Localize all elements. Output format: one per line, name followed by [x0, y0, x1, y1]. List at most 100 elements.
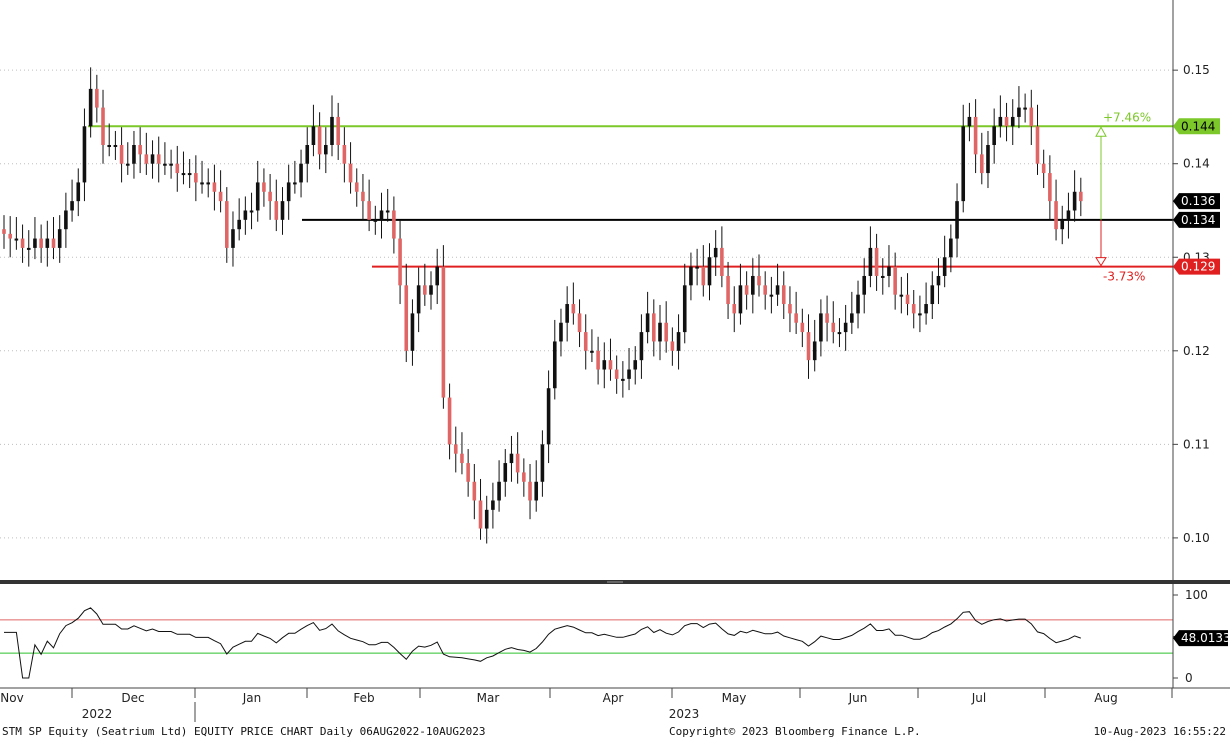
candle-body — [187, 173, 192, 176]
candle-body — [664, 322, 668, 342]
candle-body — [206, 182, 211, 185]
month-label: Jul — [971, 691, 986, 705]
candle — [509, 435, 514, 482]
candle-body — [491, 500, 495, 510]
candle-body — [14, 238, 19, 241]
candle-body — [447, 397, 452, 445]
candle-body — [392, 210, 396, 239]
downside-percent-label: -3.73% — [1103, 270, 1145, 284]
candle-body — [255, 182, 260, 211]
candle-body — [577, 313, 582, 333]
candle-body — [39, 238, 43, 248]
candle — [992, 108, 996, 164]
candle-body — [503, 463, 508, 482]
range-arrows: +7.46% -3.73% — [1095, 110, 1151, 284]
candle — [1004, 102, 1009, 142]
candles — [2, 67, 1083, 544]
candle — [144, 132, 149, 175]
candle-body — [621, 378, 625, 381]
candle — [373, 205, 378, 235]
tag-lower-level-label: 0.129 — [1181, 260, 1215, 274]
candle — [1029, 89, 1034, 145]
candle — [119, 127, 124, 183]
tag-lower-level: 0.129 — [1173, 258, 1220, 275]
candle — [1017, 86, 1021, 129]
candle — [262, 168, 266, 207]
candle-body — [194, 173, 198, 183]
candle-body — [138, 145, 142, 155]
candle — [107, 123, 112, 157]
candle-body — [812, 341, 817, 361]
candle — [583, 314, 588, 370]
candle — [317, 112, 322, 170]
candle-body — [1023, 107, 1027, 110]
candle — [51, 217, 56, 260]
candle-body — [769, 294, 774, 297]
candle — [348, 142, 353, 194]
year-label: 2022 — [82, 707, 113, 721]
candle — [354, 168, 359, 207]
month-label: Apr — [603, 691, 624, 705]
price-tick-label: 0.15 — [1183, 63, 1210, 77]
candle-body — [528, 481, 532, 501]
candle — [899, 276, 904, 314]
candle-body — [249, 210, 254, 213]
candle-body — [367, 201, 371, 220]
candle — [82, 108, 87, 202]
candle — [76, 168, 81, 217]
candle-body — [887, 266, 891, 276]
candle — [156, 136, 161, 183]
price-tags: 0.144 0.136 0.134 0.129 — [1173, 118, 1220, 275]
candle — [540, 430, 545, 497]
candle-body — [317, 126, 322, 155]
candle-body — [472, 481, 477, 501]
month-label: Nov — [0, 691, 23, 705]
candle-body — [416, 285, 421, 314]
candle-body — [460, 453, 464, 464]
candle — [806, 314, 811, 379]
candle — [781, 271, 786, 319]
candle — [924, 282, 928, 325]
candle-body — [113, 145, 118, 147]
candle-body — [163, 163, 167, 166]
candle-body — [868, 247, 873, 276]
candle — [645, 291, 650, 344]
candle — [1079, 177, 1083, 217]
candle — [676, 314, 681, 370]
candle-body — [924, 304, 928, 314]
rsi-last-value-box — [1173, 630, 1228, 647]
candle — [88, 67, 93, 138]
candle — [614, 355, 619, 394]
candle — [39, 224, 43, 263]
candle — [132, 130, 136, 179]
candle-body — [361, 191, 365, 202]
candle-body — [311, 126, 316, 145]
candle — [559, 308, 563, 357]
candle-body — [713, 247, 718, 258]
candle-body — [695, 266, 699, 269]
candle — [392, 196, 396, 254]
candle — [181, 151, 186, 185]
rsi-tick-label: 0 — [1185, 671, 1193, 685]
candle — [1023, 93, 1027, 123]
candle — [14, 217, 19, 250]
candle-body — [899, 294, 904, 297]
candle-body — [806, 332, 811, 361]
candle — [942, 235, 947, 288]
candle-body — [218, 191, 223, 202]
candle-body — [441, 266, 446, 398]
candle — [305, 127, 310, 183]
candle-body — [150, 154, 155, 164]
candle-body — [633, 360, 638, 370]
candle-body — [949, 238, 953, 258]
candle-body — [497, 481, 501, 501]
candle-body — [181, 173, 186, 176]
candle — [689, 252, 693, 301]
month-label: Jan — [242, 691, 262, 705]
candle-body — [788, 304, 792, 314]
candle — [868, 226, 873, 288]
candle — [45, 220, 50, 267]
candle — [1054, 179, 1058, 241]
candle — [472, 464, 477, 520]
candle-body — [819, 313, 823, 342]
